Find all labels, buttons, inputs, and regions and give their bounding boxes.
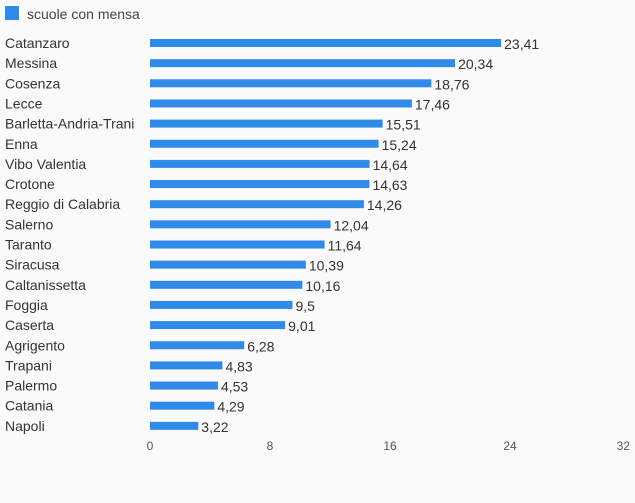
bar — [150, 39, 502, 47]
data-label: 6,28 — [247, 338, 274, 354]
category-label: Barletta-Andria-Trani — [5, 116, 134, 132]
legend-swatch — [5, 6, 19, 20]
bar — [150, 59, 456, 68]
category-label: Catanzaro — [5, 35, 70, 51]
data-label: 9,01 — [288, 318, 315, 334]
x-tick-label: 16 — [383, 439, 397, 453]
bar — [150, 119, 383, 128]
category-label: Napoli — [5, 418, 45, 434]
x-tick-label: 24 — [503, 439, 517, 453]
category-label: Reggio di Calabria — [5, 196, 120, 212]
bar — [150, 99, 412, 108]
category-label: Crotone — [5, 176, 55, 192]
data-label: 4,29 — [217, 399, 244, 415]
data-label: 12,04 — [334, 217, 369, 233]
bar — [150, 260, 306, 269]
data-label: 14,64 — [373, 157, 408, 173]
bar — [150, 200, 364, 209]
x-tick-label: 8 — [267, 439, 274, 453]
data-label: 15,51 — [386, 117, 421, 133]
data-label: 20,34 — [458, 56, 493, 72]
category-label: Vibo Valentia — [5, 156, 86, 172]
category-label: Taranto — [5, 237, 52, 253]
bar — [150, 159, 370, 168]
category-label: Caserta — [5, 317, 54, 333]
bar — [150, 401, 215, 410]
data-label: 14,26 — [367, 197, 402, 213]
bar — [150, 381, 218, 390]
x-tick-label: 32 — [617, 439, 631, 453]
data-label: 15,24 — [382, 137, 417, 153]
data-label: 10,16 — [305, 278, 340, 294]
data-label: 17,46 — [415, 96, 450, 112]
data-label: 10,39 — [309, 258, 344, 274]
category-label: Palermo — [5, 378, 57, 394]
bar — [150, 139, 379, 148]
category-label: Catania — [5, 398, 53, 414]
category-label: Enna — [5, 136, 38, 152]
category-label: Agrigento — [5, 337, 65, 353]
bar — [150, 79, 432, 88]
bar — [150, 321, 286, 330]
category-label: Cosenza — [5, 75, 60, 91]
category-label: Foggia — [5, 297, 48, 313]
category-label: Lecce — [5, 95, 43, 111]
data-label: 11,64 — [328, 238, 362, 254]
category-label: Caltanissetta — [5, 277, 86, 293]
x-tick-label: 0 — [147, 439, 154, 453]
data-label: 4,53 — [221, 379, 248, 395]
bar — [150, 240, 325, 249]
bar — [150, 421, 199, 430]
data-label: 3,22 — [201, 419, 228, 435]
bar — [150, 361, 223, 370]
data-label: 4,83 — [225, 358, 252, 374]
category-label: Salerno — [5, 216, 53, 232]
category-label: Trapani — [5, 357, 52, 373]
legend-label: scuole con mensa — [27, 6, 140, 22]
bar — [150, 341, 245, 350]
data-label: 14,63 — [372, 177, 407, 193]
data-label: 18,76 — [434, 76, 469, 92]
bar — [150, 280, 303, 289]
category-label: Messina — [5, 55, 57, 71]
bar — [150, 220, 331, 229]
bar — [150, 300, 293, 309]
bar — [150, 180, 370, 189]
category-label: Siracusa — [5, 257, 60, 273]
data-label: 9,5 — [296, 298, 316, 314]
data-label: 23,41 — [504, 36, 539, 52]
